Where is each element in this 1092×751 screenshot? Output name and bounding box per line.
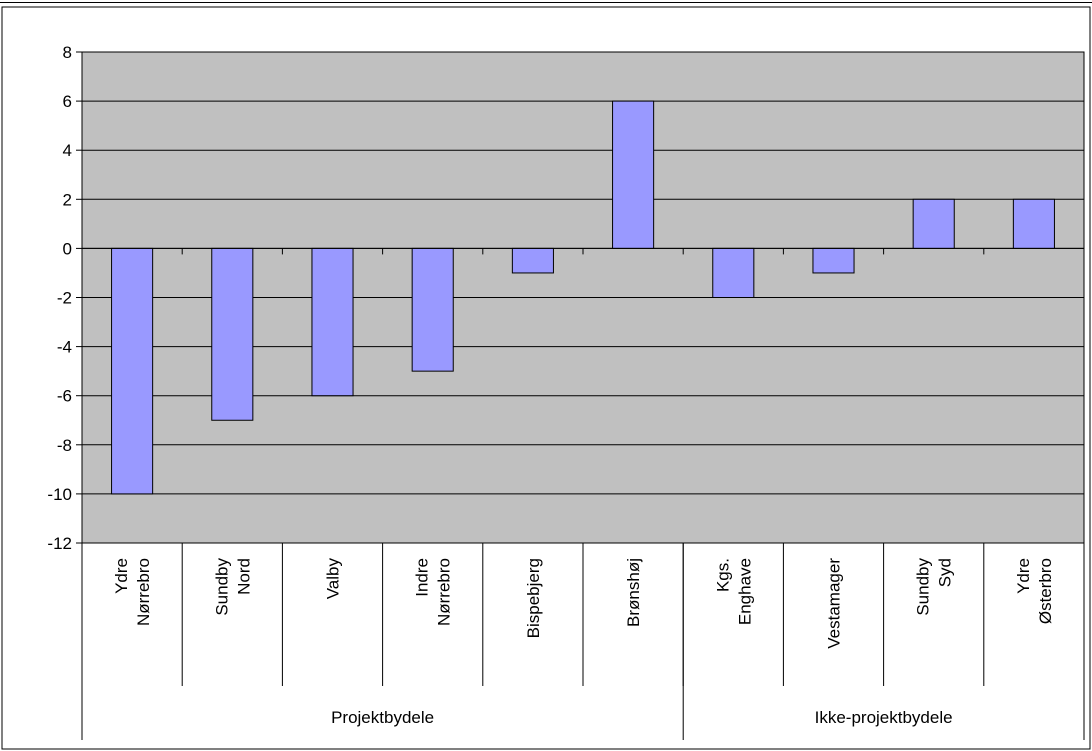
bar xyxy=(311,247,354,397)
category-label: Valby xyxy=(324,558,343,600)
y-tick-label: 4 xyxy=(63,141,72,160)
bar xyxy=(812,247,855,274)
category-label-line: Vestamager xyxy=(825,558,844,649)
category-label-line: Ydre xyxy=(112,558,131,594)
bar xyxy=(111,247,154,495)
category-label: Sundby Nord xyxy=(212,558,253,616)
bar xyxy=(411,247,454,372)
y-tick-label: -2 xyxy=(57,289,72,308)
bar xyxy=(211,247,254,421)
category-label-line: Østerbro xyxy=(1036,558,1055,624)
category-label-line: Indre xyxy=(413,558,432,597)
bar xyxy=(912,198,955,249)
category-label-line: Kgs. xyxy=(713,558,732,592)
category-label-line: Enghave xyxy=(735,558,754,625)
y-tick-label: 0 xyxy=(63,239,72,258)
y-tick-label: 8 xyxy=(63,43,72,62)
bar xyxy=(511,247,554,274)
bars xyxy=(111,100,1055,495)
y-axis: 8 6 4 2 0 -2 -4 -6 -8 -10 -12 xyxy=(47,43,83,553)
bar xyxy=(612,100,655,249)
category-label: Sundby Syd xyxy=(914,558,955,616)
y-tick-label: -6 xyxy=(57,387,72,406)
category-label: Indre Nørrebro xyxy=(413,558,454,626)
category-label-line: Nørrebro xyxy=(435,558,454,626)
category-label-line: Valby xyxy=(324,558,343,600)
category-label: Bispebjerg xyxy=(524,558,543,638)
group-label: Ikke-projektbydele xyxy=(815,708,953,727)
category-label: Vestamager xyxy=(825,558,844,649)
category-label-line: Nord xyxy=(234,558,253,595)
category-label: Ydre Nørrebro xyxy=(112,558,153,626)
y-tick-label: 2 xyxy=(63,190,72,209)
category-label-line: Nørrebro xyxy=(134,558,153,626)
bar xyxy=(1012,198,1055,249)
y-tick-label: -8 xyxy=(57,436,72,455)
category-label-line: Brønshøj xyxy=(624,558,643,627)
group-label: Projektbydele xyxy=(331,708,434,727)
category-label-line: Sundby xyxy=(212,558,231,616)
category-label: Ydre Østerbro xyxy=(1014,558,1055,624)
category-label-line: Bispebjerg xyxy=(524,558,543,638)
category-label-line: Syd xyxy=(936,558,955,587)
y-tick-label: -12 xyxy=(47,534,72,553)
category-label: Kgs. Enghave xyxy=(713,558,754,625)
y-tick-label: 6 xyxy=(63,92,72,111)
y-tick-label: -4 xyxy=(57,338,72,357)
bar xyxy=(712,247,755,298)
group-labels: Projektbydele Ikke-projektbydele xyxy=(81,543,1085,740)
category-label-line: Sundby xyxy=(914,558,933,616)
category-labels: Ydre Nørrebro Sundby Nord Valby Indre Nørrebro… xyxy=(112,558,1055,649)
category-label: Brønshøj xyxy=(624,558,643,627)
category-label-line: Ydre xyxy=(1014,558,1033,594)
y-tick-label: -10 xyxy=(47,485,72,504)
